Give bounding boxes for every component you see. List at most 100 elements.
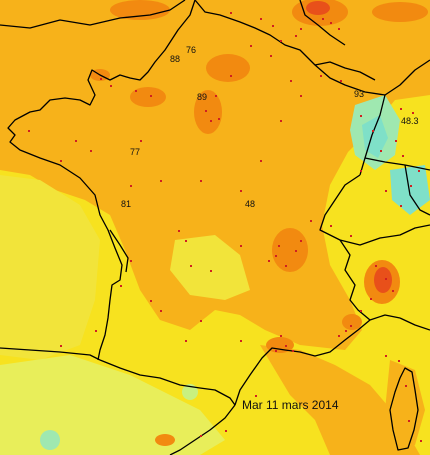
station-dot	[260, 160, 262, 162]
station-dot	[285, 345, 287, 347]
station-dot	[130, 260, 132, 262]
station-dot	[300, 240, 302, 242]
station-value: 89	[197, 92, 207, 102]
station-dot	[292, 350, 294, 352]
catalan-coast	[169, 404, 236, 455]
station-dot	[28, 130, 30, 132]
station-dot	[272, 25, 274, 27]
station-dot	[320, 75, 322, 77]
station-dot	[360, 170, 362, 172]
hotspot-rouen	[130, 87, 166, 107]
england-coast	[0, 0, 186, 29]
station-dot	[385, 278, 387, 280]
hotspot-paris	[194, 90, 222, 134]
station-dot	[270, 55, 272, 57]
station-dot	[190, 265, 192, 267]
station-dots	[28, 12, 422, 442]
cyan-spot-spain	[40, 430, 60, 450]
station-dot	[210, 120, 212, 122]
station-dot	[290, 80, 292, 82]
station-dot	[280, 40, 282, 42]
station-dot	[400, 205, 402, 207]
cyan-field-swiss	[390, 165, 430, 215]
pale-field-lyon	[170, 235, 250, 300]
station-dot	[260, 18, 262, 20]
station-dot	[215, 95, 217, 97]
station-dot	[280, 335, 282, 337]
station-dot	[150, 95, 152, 97]
station-dot	[322, 18, 324, 20]
station-value: 93	[354, 89, 364, 99]
station-dot	[380, 150, 382, 152]
hotspot-nice-region	[342, 314, 362, 330]
swiss-border	[319, 174, 361, 241]
station-dot	[338, 28, 340, 30]
east-border-lower	[404, 164, 430, 216]
station-dot	[255, 395, 257, 397]
station-dot	[372, 130, 374, 132]
belgium-netherlands-border	[299, 0, 346, 46]
station-dot	[300, 95, 302, 97]
station-dot	[395, 140, 397, 142]
station-dot	[392, 290, 394, 292]
station-dot	[135, 90, 137, 92]
station-dot	[120, 285, 122, 287]
station-dot	[250, 45, 252, 47]
station-dot	[360, 115, 362, 117]
hotspot-rhone	[272, 228, 308, 272]
station-dot	[268, 260, 270, 262]
station-dot	[398, 360, 400, 362]
station-dot	[300, 28, 302, 30]
station-dot	[200, 180, 202, 182]
pale-field-west	[0, 175, 100, 360]
station-dot	[418, 170, 420, 172]
station-dot	[240, 190, 242, 192]
channel-coast	[7, 0, 196, 361]
cyan-spot-pyrenees	[182, 384, 198, 400]
gironde-estuary	[109, 229, 129, 273]
hotspot-spain	[155, 434, 175, 446]
station-dot	[405, 385, 407, 387]
pale-field-southwest	[0, 355, 225, 455]
hotspot-north	[110, 0, 170, 20]
switzerland-italy-border	[339, 224, 430, 246]
station-dot	[140, 140, 142, 142]
station-dot	[90, 150, 92, 152]
station-dot	[385, 190, 387, 192]
station-dot	[408, 420, 410, 422]
station-dot	[160, 180, 162, 182]
orange-field	[0, 0, 430, 350]
station-dot	[275, 350, 277, 352]
station-dot	[60, 345, 62, 347]
station-value: 81	[121, 199, 131, 209]
hotspot-north-east	[372, 2, 428, 22]
station-dot	[310, 220, 312, 222]
station-dot	[400, 108, 402, 110]
luxembourg-border	[314, 61, 376, 81]
station-dot	[420, 440, 422, 442]
hotspot-alps-core	[374, 267, 392, 293]
station-dot	[100, 78, 102, 80]
station-dot	[275, 255, 277, 257]
hotspot-marseille	[266, 337, 294, 353]
station-dot	[340, 80, 342, 82]
station-dot	[295, 250, 297, 252]
station-dot	[370, 298, 372, 300]
station-dot	[375, 265, 377, 267]
corsica-coast	[389, 367, 419, 451]
hotspot-east-paris	[206, 54, 250, 82]
station-value: 88	[170, 54, 180, 64]
station-dot	[178, 230, 180, 232]
pyrenees-border	[99, 359, 236, 406]
station-dot	[410, 185, 412, 187]
station-dot	[230, 12, 232, 14]
station-value: 48.3	[401, 116, 419, 126]
station-dot	[130, 185, 132, 187]
station-dot	[295, 35, 297, 37]
station-dot	[150, 300, 152, 302]
station-dot	[110, 85, 112, 87]
station-dot	[75, 140, 77, 142]
station-dot	[350, 325, 352, 327]
station-dot	[412, 112, 414, 114]
